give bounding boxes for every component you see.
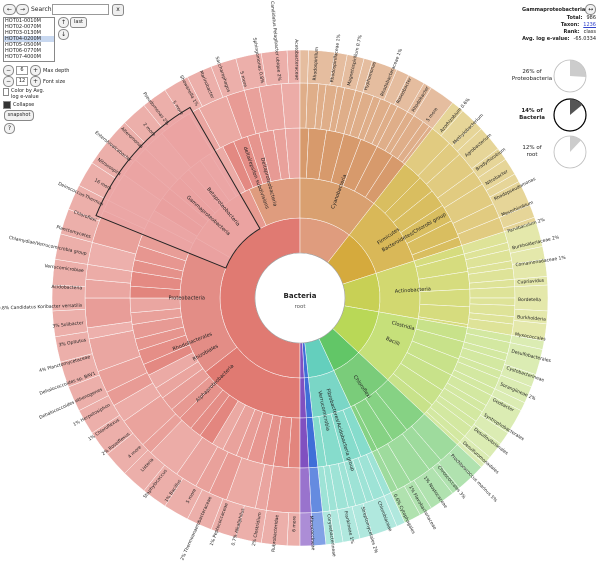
center-circle[interactable] <box>254 252 346 344</box>
dataset-item[interactable]: HOT04-0200M <box>4 36 54 42</box>
snapshot-button[interactable]: snapshot <box>4 110 34 121</box>
taxon-label: Actinobacteria <box>395 286 432 295</box>
detail-key: Taxon: <box>560 22 580 28</box>
max-depth-control: − 6 + Max depth <box>3 65 69 76</box>
detail-value: class <box>583 29 596 35</box>
summary-pie-label: 14% of Bacteria <box>519 108 545 121</box>
taxon-label: Proteobacteria <box>168 296 205 302</box>
detail-row: Total: 986 <box>522 15 596 22</box>
max-depth-decrease[interactable]: − <box>3 65 14 76</box>
detail-row: Avg. log e-value: -65.0334 <box>522 36 596 43</box>
detail-row: Taxon: 1236 <box>522 22 596 29</box>
detail-row: Rank: class <box>522 29 596 36</box>
taxon-label-outer: 5 more <box>238 71 248 88</box>
detail-key: Rank: <box>563 29 580 35</box>
font-size-value: 12 <box>16 77 28 86</box>
taxon-label-outer: 0.8% Candidatus Koribacter versatilis <box>0 303 83 312</box>
font-size-decrease[interactable]: − <box>3 76 14 87</box>
dataset-item[interactable]: HOT03-0130M <box>5 30 41 36</box>
collapse-checkbox[interactable] <box>3 101 11 109</box>
expand-details-button[interactable]: ↔ <box>585 4 596 15</box>
taxon-label-outer: Bordetella <box>518 297 541 303</box>
color-by-control: Color by Avg. log e-value <box>3 88 53 100</box>
taxon-label-outer: Cupriavidus <box>517 278 545 286</box>
color-by-label: Color by Avg. log e-value <box>11 88 45 100</box>
color-by-checkbox[interactable] <box>3 88 10 96</box>
taxon-label-outer: Acetobacteraceae <box>293 39 300 80</box>
dataset-item[interactable]: HOT02-0070M <box>5 24 41 30</box>
center-title: Bacteria <box>284 292 317 300</box>
wedge-gammaproteobacteria[interactable] <box>95 106 261 269</box>
detail-key: Total: <box>566 15 583 21</box>
forward-button[interactable]: → <box>16 4 29 15</box>
taxon-label-outer: Myxococcales <box>514 331 546 342</box>
max-depth-increase[interactable]: + <box>30 65 41 76</box>
max-depth-value: 6 <box>16 66 28 75</box>
font-size-label: Font size <box>43 78 66 85</box>
taxon-label-outer: Rhodospirillum <box>312 47 320 81</box>
dataset-down-button[interactable]: ↓ <box>58 29 69 40</box>
last-dataset-button[interactable]: last <box>70 17 87 28</box>
summary-pie-label: 12% of root <box>522 145 542 158</box>
collapse-label: Collapse <box>13 102 35 108</box>
taxon-label-outer: Burkholderia <box>517 314 546 322</box>
dataset-item[interactable]: HOT07-4000M <box>5 54 41 60</box>
help-button[interactable]: ? <box>4 123 15 134</box>
taxon-label-outer: 3% Opitutus <box>58 337 87 348</box>
dataset-item[interactable]: HOT01-0010M <box>5 18 41 24</box>
taxon-label: Clostridia <box>391 320 415 332</box>
wedge-level5[interactable] <box>299 512 314 547</box>
summary-pie-label: 26% of Proteobacteria <box>511 69 553 82</box>
font-size-control: − 12 + Font size <box>3 76 65 87</box>
taxon-label-outer: Micrococcineae <box>308 516 316 551</box>
dataset-list[interactable]: HOT01-0010M HOT02-0070M HOT03-0130M HOT04-0… <box>3 17 55 62</box>
font-size-increase[interactable]: + <box>30 76 41 87</box>
taxon-label-outer: Acidobacteria <box>51 284 82 291</box>
center-subtitle: root <box>294 304 306 310</box>
collapse-control: Collapse <box>3 101 34 109</box>
taxon-label-outer: Verrucomicrobiae <box>44 263 84 274</box>
dataset-item[interactable]: HOT06-0770M <box>5 48 41 54</box>
taxon-label-outer: 3% Solibacter <box>52 320 84 329</box>
detail-value: -65.0334 <box>573 36 596 42</box>
back-button[interactable]: ← <box>3 4 16 15</box>
dataset-up-button[interactable]: ↑ <box>58 17 69 28</box>
clear-search-button[interactable]: x <box>112 4 124 16</box>
taxon-label-outer: Rubrobacteridae <box>270 514 280 552</box>
search-label: Search: <box>31 6 54 13</box>
max-depth-label: Max depth <box>43 67 70 74</box>
details-panel: Gammaproteobacteria ↔ Total: 986 Taxon: 123… <box>522 4 596 43</box>
detail-value: 986 <box>586 15 596 21</box>
detail-value[interactable]: 1236 <box>583 22 596 28</box>
wedge-level5[interactable] <box>299 49 309 84</box>
search-input[interactable] <box>52 4 109 15</box>
taxon-label: Bacilli <box>385 336 401 348</box>
detail-key: Avg. log e-value: <box>522 36 570 42</box>
details-title: Gammaproteobacteria <box>522 6 586 13</box>
taxon-label-outer: 6 more <box>291 516 297 532</box>
dataset-item[interactable]: HOT05-0500M <box>5 42 41 48</box>
taxon-label-outer: Corynebacterineae <box>325 514 337 558</box>
